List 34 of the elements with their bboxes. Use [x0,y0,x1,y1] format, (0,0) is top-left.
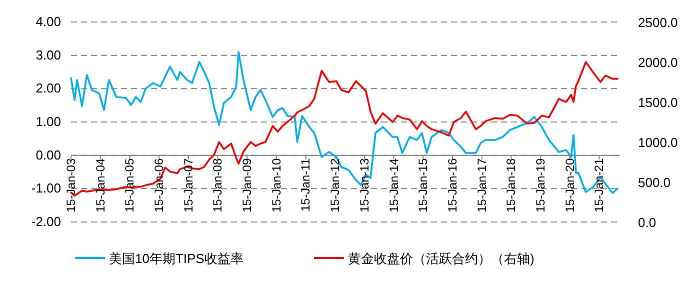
y2-tick-label: 500.0 [638,175,671,190]
x-tick-label: 15-Jan-11 [298,158,313,212]
x-tick-label: 15-Jan-20 [562,158,577,212]
x-tick-label: 15-Jan-07 [181,158,196,212]
x-tick-label: 15-Jan-14 [386,158,401,212]
y-tick-label: 4.00 [36,14,61,29]
y-tick-label: 3.00 [36,47,61,62]
x-tick-label: 15-Jan-18 [504,158,518,212]
x-tick-label: 15-Jan-12 [328,158,342,212]
x-tick-label: 15-Jan-05 [122,158,137,212]
x-tick-label: 15-Jan-13 [357,158,372,212]
x-tick-label: 15-Jan-21 [592,158,606,212]
y2-tick-label: 1500.0 [638,95,678,110]
y2-tick-label: 2500.0 [638,15,678,30]
x-tick-label: 15-Jan-19 [533,158,548,212]
x-tick-label: 15-Jan-06 [152,158,166,212]
x-tick-label: 15-Jan-16 [445,158,460,212]
x-tick-label: 15-Jan-17 [474,158,489,212]
y-tick-label: 1.00 [36,114,61,129]
x-tick-label: 15-Jan-08 [210,158,225,212]
y2-tick-label: 1000.0 [638,135,678,150]
y-tick-label: 0.00 [36,147,61,162]
y-tick-label: -1.00 [31,180,61,196]
y-tick-label: -2.00 [31,214,61,229]
x-tick-label: 15-Jan-15 [416,158,430,212]
y2-tick-label: 2000.0 [638,55,678,70]
x-tick-label: 15-Jan-10 [269,158,284,212]
y-tick-label: 2.00 [36,80,61,96]
x-tick-label: 15-Jan-04 [93,158,108,212]
legend-label: 美国10年期TIPS收益率 [109,251,244,266]
y2-tick-label: 0.0 [638,215,656,230]
x-tick-label: 15-Jan-03 [64,158,78,212]
x-tick-label: 15-Jan-09 [240,158,254,212]
legend-label: 黄金收盘价（活跃合约）（右轴) [348,251,534,266]
